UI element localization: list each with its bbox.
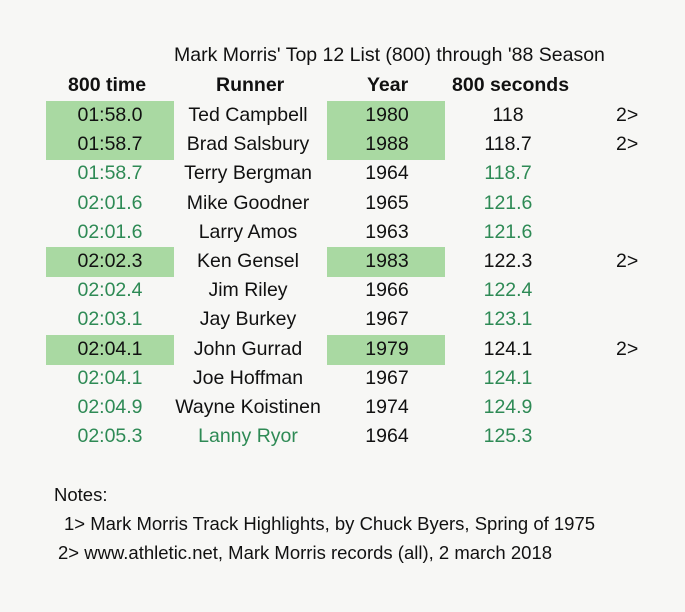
time-cell: 02:01.6	[77, 191, 143, 214]
time-cell: 02:05.3	[77, 425, 143, 448]
year-highlight	[327, 101, 445, 131]
time-cell: 02:04.9	[77, 396, 143, 418]
year-cell: 1967	[365, 366, 409, 389]
year-cell: 1967	[365, 308, 409, 331]
seconds-cell: 124.1	[483, 366, 533, 389]
header-seconds: 800 seconds	[452, 74, 570, 96]
runner-cell: Brad Salsbury	[186, 133, 310, 156]
header-time: 800 time	[68, 74, 147, 96]
time-cell: 01:58.7	[77, 133, 143, 156]
runner-cell: Joe Hoffman	[192, 366, 304, 389]
year-highlight	[327, 247, 445, 277]
time-highlight	[46, 247, 174, 277]
table-row: 02:04.9 Wayne Koistinen 1974 124.9	[0, 393, 685, 422]
year-cell: 1983	[365, 250, 409, 272]
time-highlight	[46, 334, 174, 365]
table-row: 01:58.7 Brad Salsbury 1988 118.7 2>	[0, 130, 685, 161]
time-cell: 01:58.7	[77, 162, 143, 185]
year-cell: 1964	[365, 425, 409, 448]
year-cell: 1974	[365, 396, 409, 418]
time-highlight	[46, 130, 174, 161]
table-row: 02:03.1 Jay Burkey 1967 123.1	[0, 305, 685, 334]
year-cell: 1964	[365, 162, 409, 185]
year-cell: 1963	[365, 220, 409, 243]
seconds-cell: 121.6	[483, 220, 533, 243]
runner-cell: Ken Gensel	[197, 250, 299, 272]
table-row: 02:02.3 Ken Gensel 1983 122.3 2>	[0, 247, 685, 277]
note-item-2: 2> www.athletic.net, Mark Morris records…	[58, 542, 553, 563]
page-title: Mark Morris' Top 12 List (800) through '…	[174, 44, 605, 66]
runner-cell: Ted Campbell	[188, 104, 308, 126]
table-row: 01:58.7 Terry Bergman 1964 118.7	[0, 159, 685, 188]
time-cell: 02:04.1	[77, 366, 143, 389]
seconds-cell: 124.1	[483, 337, 533, 360]
reference-marker: 2>	[616, 133, 639, 156]
table-row: 02:05.3 Lanny Ryor 1964 125.3	[0, 422, 685, 451]
table-row: 01:58.0 Ted Campbell 1980 118 2>	[0, 101, 685, 131]
runner-cell: Jim Riley	[208, 279, 288, 302]
year-cell: 1966	[365, 279, 409, 302]
time-cell: 02:02.3	[77, 250, 143, 272]
reference-marker: 2>	[616, 250, 639, 272]
year-highlight	[327, 334, 445, 365]
seconds-cell: 118	[492, 104, 524, 126]
seconds-cell: 124.9	[483, 396, 533, 418]
runner-cell: Larry Amos	[198, 220, 298, 243]
year-highlight	[327, 130, 445, 161]
time-cell: 02:04.1	[77, 337, 143, 360]
table-row: 02:04.1 John Gurrad 1979 124.1 2>	[0, 334, 685, 365]
seconds-cell: 122.4	[483, 279, 533, 302]
time-highlight	[46, 101, 174, 131]
seconds-cell: 122.3	[483, 250, 533, 272]
table-row: 02:01.6 Mike Goodner 1965 121.6	[0, 189, 685, 218]
table-row: 02:01.6 Larry Amos 1963 121.6	[0, 218, 685, 247]
seconds-cell: 123.1	[483, 308, 533, 331]
runner-cell: Lanny Ryor	[198, 425, 298, 448]
year-cell: 1979	[365, 337, 409, 360]
reference-marker: 2>	[616, 104, 639, 126]
seconds-cell: 125.3	[483, 425, 533, 448]
seconds-cell: 121.6	[483, 191, 533, 214]
table-row: 02:04.1 Joe Hoffman 1967 124.1	[0, 364, 685, 393]
runner-cell: Wayne Koistinen	[175, 396, 321, 418]
year-cell: 1980	[365, 104, 409, 126]
runner-cell: Terry Bergman	[184, 162, 312, 185]
header-runner: Runner	[216, 74, 285, 96]
seconds-cell: 118.7	[484, 133, 532, 156]
seconds-cell: 118.7	[484, 162, 532, 185]
notes-heading: Notes:	[54, 484, 108, 505]
runner-cell: John Gurrad	[193, 337, 303, 360]
time-cell: 01:58.0	[77, 104, 143, 126]
table-row: 02:02.4 Jim Riley 1966 122.4	[0, 276, 685, 305]
time-cell: 02:03.1	[77, 308, 143, 331]
time-cell: 02:02.4	[77, 279, 143, 302]
note-item-1: 1> Mark Morris Track Highlights, by Chuc…	[64, 513, 596, 534]
runner-cell: Jay Burkey	[199, 308, 297, 331]
year-cell: 1988	[365, 133, 409, 156]
header-year: Year	[367, 74, 409, 96]
reference-marker: 2>	[616, 337, 639, 360]
time-cell: 02:01.6	[77, 220, 143, 243]
runner-cell: Mike Goodner	[186, 191, 310, 214]
year-cell: 1965	[365, 191, 409, 214]
